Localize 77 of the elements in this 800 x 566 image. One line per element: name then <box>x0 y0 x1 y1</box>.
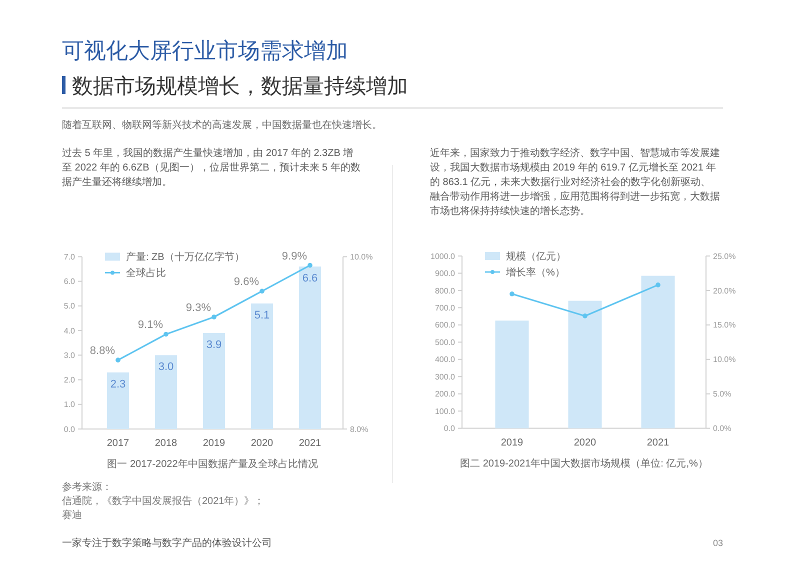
bar <box>568 300 602 428</box>
data-label: 9.6% <box>234 276 260 288</box>
y-tick-label: 2.0 <box>64 376 76 385</box>
text: 信通院，《数字中国发展报告（2021年）》； <box>62 495 264 507</box>
text: 近年来，国家致力于推动数字经济、数字中国、智慧城市等发展建设，我国大数据市场规模由 2019 年的 619.7 亿元增长至 2021 年的 863.1 亿元，未来大数据行业对经济社会的数字化创新驱动、融合带动作用将进一步增强，应用范围将得到进一步拓宽，大数据市场也将保持持续快速的增长态势。 <box>430 147 720 217</box>
text: 赛迪 <box>62 509 82 521</box>
text: 一家专注于数字策略与数字产品的体验设计公司 <box>62 537 272 549</box>
y-tick-label: 0.0 <box>64 424 76 434</box>
point <box>212 314 216 320</box>
data-label: 3.9 <box>206 339 222 352</box>
data-label: 8.8% <box>90 345 116 358</box>
text: 过去 5 年里，我国的数据产生量快速增加，由 2017 年的 2.3ZB 增至 2022 年的 6.6ZB（见图一），位居世界第二，预计未来 5 年的数据产生量还将继续增加。 <box>62 147 360 188</box>
text: 随着互联网、物联网等新兴技术的高速发展，中国数据量也在快速增长。 <box>62 119 382 131</box>
y2-tick-label: 0.0% <box>713 424 732 434</box>
x-tick-label: 2018 <box>154 438 178 449</box>
y-tick-label: 1000.0 <box>430 252 456 261</box>
y2-tick-label: 8.0% <box>350 424 368 434</box>
y2-tick-label: 5.0% <box>713 390 732 399</box>
y2-tick-label: 20.0% <box>713 286 736 296</box>
x-tick-label: 2021 <box>298 438 322 449</box>
data-label: 6.6 <box>302 272 318 285</box>
legend-label: 规模（亿元） <box>506 250 566 262</box>
y-tick-label: 200.0 <box>434 390 456 399</box>
y-tick-label: 7.0 <box>64 252 76 262</box>
text: 图二 2019-2021年中国大数据市场规模（单位: 亿元,%） <box>460 457 708 470</box>
x-tick-label: 2020 <box>574 437 597 448</box>
y-tick-label: 6.0 <box>64 277 76 286</box>
x-tick-label: 2020 <box>250 438 274 449</box>
y2-tick-label: 15.0% <box>713 320 736 330</box>
y-tick-label: 600.0 <box>434 320 456 330</box>
legend-label: 产量: ZB（十万亿亿字节） <box>126 251 244 264</box>
bar <box>298 266 322 429</box>
y-tick-label: 3.0 <box>64 350 76 360</box>
point <box>656 282 660 288</box>
y-tick-label: 100.0 <box>434 406 456 416</box>
data-label: 9.3% <box>186 302 212 314</box>
point <box>164 332 168 337</box>
data-label: 9.1% <box>138 319 164 332</box>
y-tick-label: 1.0 <box>64 400 76 410</box>
y-tick-label: 5.0 <box>64 302 76 311</box>
y-tick-label: 800.0 <box>434 286 456 296</box>
y-tick-label: 300.0 <box>434 372 456 382</box>
text: 可视化大屏行业市场需求增加 <box>62 38 348 63</box>
x-tick-label: 2021 <box>646 437 670 448</box>
bar <box>641 276 675 428</box>
x-tick-label: 2017 <box>106 438 130 449</box>
point <box>308 262 312 268</box>
point <box>116 358 120 362</box>
point <box>582 314 588 318</box>
y-tick-label: 0.0 <box>444 424 456 434</box>
x-tick-label: 2019 <box>202 438 226 449</box>
bar <box>250 303 274 429</box>
bar <box>202 333 226 429</box>
text: 图一 2017-2022年中国数据产量及全球占比情况 <box>107 458 318 470</box>
y-tick-label: 500.0 <box>434 338 456 347</box>
data-label: 9.9% <box>282 250 308 262</box>
text: 03 <box>712 538 723 548</box>
y-tick-label: 400.0 <box>434 355 456 364</box>
y-tick-label: 4.0 <box>64 326 76 336</box>
data-label: 5.1 <box>254 309 270 322</box>
y2-tick-label: 10.0% <box>350 252 373 262</box>
data-label: 2.3 <box>110 378 126 390</box>
legend-label: 增长率（%） <box>505 266 565 278</box>
bar <box>106 372 130 429</box>
point <box>510 292 514 296</box>
legend-label: 全球占比 <box>126 267 166 280</box>
data-label: 3.0 <box>158 361 174 374</box>
bar <box>495 320 529 428</box>
text: 参考来源： <box>62 481 112 493</box>
x-tick-label: 2019 <box>500 437 524 448</box>
y2-tick-label: 10.0% <box>713 355 736 364</box>
point <box>260 288 264 294</box>
bar <box>154 355 178 429</box>
y2-tick-label: 25.0% <box>713 252 736 261</box>
y-tick-label: 900.0 <box>434 269 456 278</box>
text: 数据市场规模增长，数据量持续增加 <box>72 75 408 98</box>
y-tick-label: 700.0 <box>434 303 456 312</box>
